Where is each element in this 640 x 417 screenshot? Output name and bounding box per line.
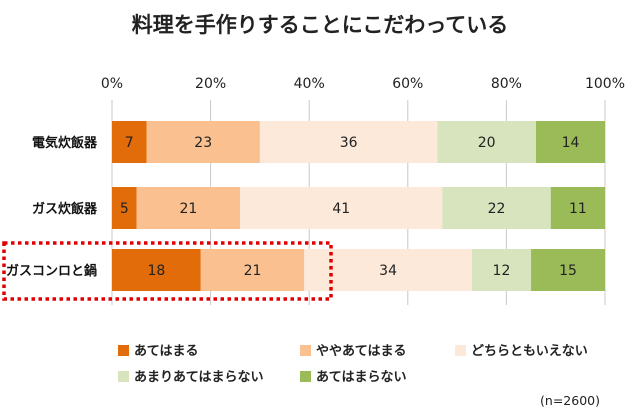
bar-segment <box>112 249 201 291</box>
data-label: 22 <box>488 201 506 217</box>
legend-swatch <box>300 345 311 356</box>
bar-segment <box>437 121 536 163</box>
bar-segment <box>112 121 147 163</box>
data-label: 20 <box>478 135 496 151</box>
bar-segment <box>535 121 605 163</box>
x-tick-label: 40% <box>294 76 325 92</box>
bar-segment <box>259 121 438 163</box>
data-label: 11 <box>569 201 587 217</box>
legend-label: あてはまらない <box>316 370 406 385</box>
data-label: 21 <box>244 263 262 279</box>
bar-segment <box>304 249 472 291</box>
bar-segment <box>442 187 551 229</box>
data-label: 5 <box>120 201 129 217</box>
chart-title: 料理を手作りすることにこだわっている <box>132 13 509 37</box>
data-label: 41 <box>332 201 350 217</box>
highlight-box <box>2 241 333 301</box>
x-tick-label: 20% <box>195 76 226 92</box>
bar-segment <box>531 249 605 291</box>
bars: 7 23 36 20 14 5 21 41 22 11 18 21 34 12 15 <box>112 121 605 291</box>
legend-label: あてはまる <box>134 344 198 359</box>
bar-segment <box>471 249 532 291</box>
x-tick-label: 80% <box>491 76 522 92</box>
legend-swatch <box>300 371 311 382</box>
x-tick-label: 100% <box>585 76 625 92</box>
bar-segment <box>112 187 137 229</box>
legend-label: あまりあてはまらない <box>134 370 263 385</box>
data-label: 12 <box>493 263 511 279</box>
category-label: ガス炊飯器 <box>32 201 98 217</box>
category-label: 電気炊飯器 <box>32 135 98 151</box>
bar-segment <box>146 121 260 163</box>
category-label: ガスコンロと鍋 <box>6 263 97 279</box>
data-label: 14 <box>562 135 580 151</box>
data-label: 34 <box>379 263 397 279</box>
data-label: 36 <box>340 135 358 151</box>
x-axis-ticks: 0% 20% 40% 60% 80% 100% <box>101 76 625 92</box>
legend-label: ややあてはまる <box>316 344 406 359</box>
data-label: 21 <box>180 201 198 217</box>
x-tick-label: 60% <box>392 76 423 92</box>
legend-label: どちらともいえない <box>471 344 588 359</box>
data-label: 18 <box>147 263 165 279</box>
bar-segment <box>136 187 241 229</box>
legend-swatch <box>118 371 129 382</box>
highlight-rect <box>2 241 333 301</box>
bar-segment <box>550 187 605 229</box>
data-label: 23 <box>194 135 212 151</box>
legend-swatch <box>118 345 129 356</box>
x-tick-label: 0% <box>101 76 123 92</box>
bar-segment <box>240 187 443 229</box>
sample-size-note: (n=2600) <box>540 393 600 408</box>
data-label: 15 <box>559 263 577 279</box>
legend-swatch <box>455 345 466 356</box>
bar-segment <box>200 249 305 291</box>
data-label: 7 <box>125 135 134 151</box>
